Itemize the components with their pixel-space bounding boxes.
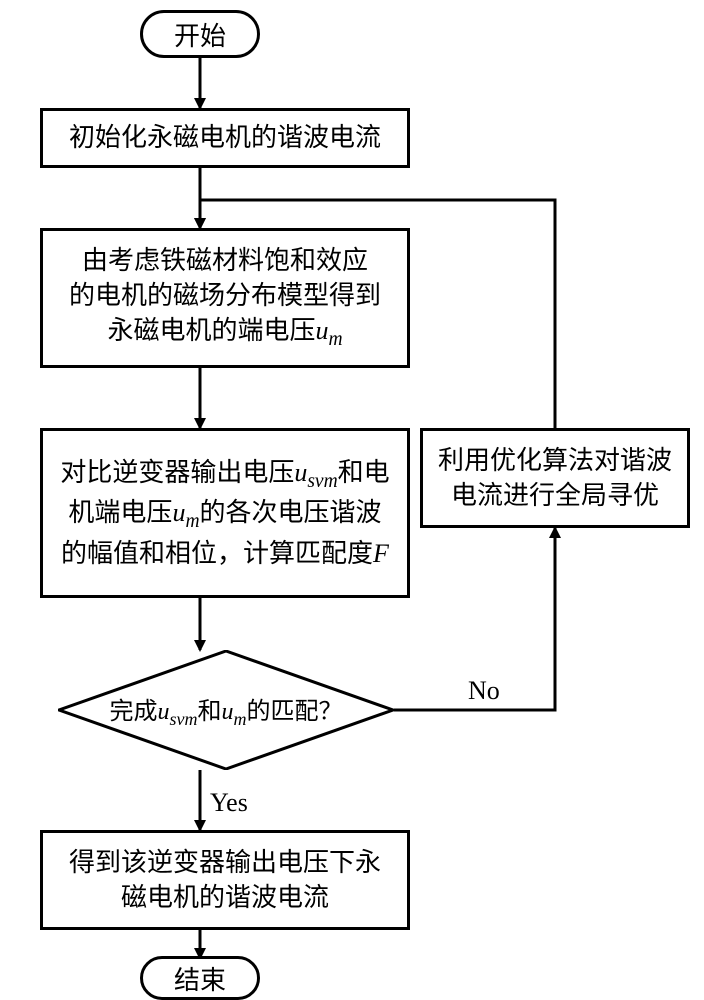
process-init: 初始化永磁电机的谐波电流 xyxy=(40,108,410,168)
process-result: 得到该逆变器输出电压下永磁电机的谐波电流 xyxy=(40,830,410,930)
edge-label-yes: Yes xyxy=(210,788,248,818)
terminal-start: 开始 xyxy=(140,10,260,58)
process-compare: 对比逆变器输出电压usvm和电机端电压um的各次电压谐波的幅值和相位，计算匹配度… xyxy=(40,428,410,598)
process-model-label: 由考虑铁磁材料饱和效应的电机的磁场分布模型得到永磁电机的端电压um xyxy=(69,243,381,354)
decision-match-label: 完成usvm和um的匹配？ xyxy=(110,691,343,730)
terminal-end: 结束 xyxy=(140,956,260,1000)
terminal-start-label: 开始 xyxy=(174,16,226,53)
process-optimize: 利用优化算法对谐波电流进行全局寻优 xyxy=(420,428,690,528)
process-init-label: 初始化永磁电机的谐波电流 xyxy=(69,120,381,155)
flowchart-canvas: 开始 初始化永磁电机的谐波电流 由考虑铁磁材料饱和效应的电机的磁场分布模型得到永… xyxy=(0,0,704,1000)
edge-label-no: No xyxy=(468,676,500,706)
process-optimize-label: 利用优化算法对谐波电流进行全局寻优 xyxy=(438,443,672,513)
terminal-end-label: 结束 xyxy=(174,960,226,997)
process-model: 由考虑铁磁材料饱和效应的电机的磁场分布模型得到永磁电机的端电压um xyxy=(40,228,410,368)
process-compare-label: 对比逆变器输出电压usvm和电机端电压um的各次电压谐波的幅值和相位，计算匹配度… xyxy=(60,455,389,571)
process-result-label: 得到该逆变器输出电压下永磁电机的谐波电流 xyxy=(69,845,381,915)
decision-match: 完成usvm和um的匹配？ xyxy=(58,650,394,770)
